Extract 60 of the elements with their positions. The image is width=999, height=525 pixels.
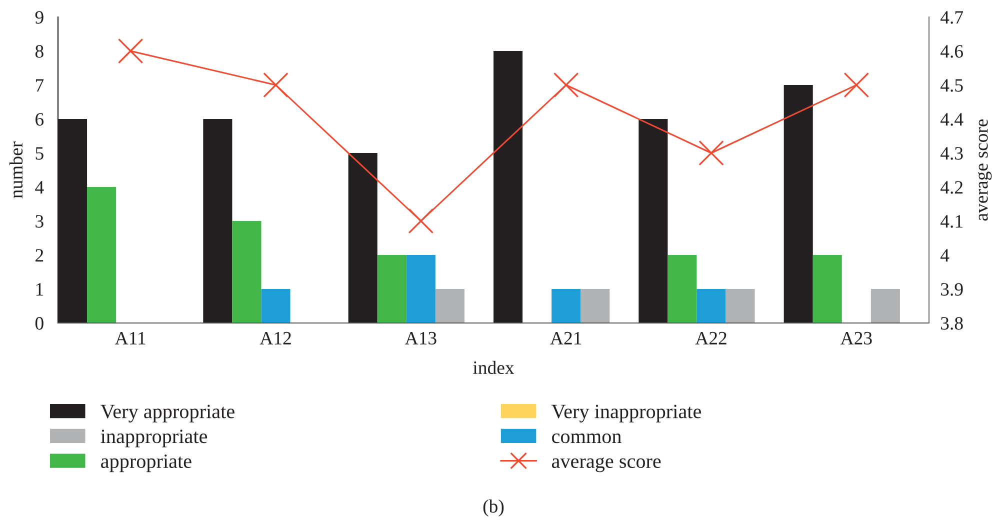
point <box>118 38 144 64</box>
x-tick-label: A13 <box>404 332 436 345</box>
y-tick-label: 4 <box>35 181 44 194</box>
y2-tick-label: 4 <box>940 249 950 262</box>
x-tick-label: A22 <box>695 332 726 344</box>
bar <box>435 289 464 323</box>
bar <box>668 255 697 323</box>
point <box>553 72 579 98</box>
bar <box>203 119 232 323</box>
bar <box>232 221 262 323</box>
x-axis-title: index <box>473 360 514 374</box>
bar <box>812 255 842 323</box>
y2-tick-label: 3.8 <box>941 317 963 330</box>
y2-tick-label: 4.7 <box>940 11 964 24</box>
x-tick-label: A12 <box>260 332 291 344</box>
legend-label: inappropriate <box>100 430 208 448</box>
bar <box>784 85 813 323</box>
legend-label: appropriate <box>101 454 192 472</box>
y2-tick-label: 4.3 <box>940 147 963 160</box>
point <box>408 208 434 234</box>
legend-label: common <box>552 433 622 444</box>
bar <box>377 255 406 323</box>
bar <box>348 153 378 323</box>
y-tick-label: 0 <box>35 317 44 330</box>
legend-label: Very inappropriate <box>552 404 701 422</box>
bar <box>552 289 581 323</box>
y-tick-label: 7 <box>36 79 44 92</box>
x-tick-label: A21 <box>550 332 582 344</box>
y-tick-label: 6 <box>36 113 44 126</box>
legend-label: average score <box>552 457 661 472</box>
bar <box>87 187 116 323</box>
bar <box>638 119 668 323</box>
y2-tick-label: 4.4 <box>940 113 964 126</box>
y2-tick-label: 4.5 <box>940 79 963 92</box>
bar <box>726 289 755 323</box>
y-tick-label: 8 <box>35 45 44 58</box>
legend-label: Very appropriate <box>100 404 234 422</box>
y2-tick-label: 4.1 <box>940 215 962 228</box>
y2-axis-title: average score <box>978 119 992 221</box>
y-tick-label: 3 <box>36 215 44 228</box>
y-tick-label: 9 <box>35 11 44 24</box>
y-axis-title: number <box>9 142 23 198</box>
text: (b) <box>483 500 504 516</box>
point <box>844 72 870 98</box>
point <box>263 72 288 98</box>
point <box>698 140 724 166</box>
y2-tick-label: 4.2 <box>940 181 963 194</box>
x-tick-label: A11 <box>114 332 146 344</box>
bar <box>406 255 436 323</box>
bar <box>494 51 523 323</box>
y2-tick-label: 3.9 <box>941 283 963 296</box>
bar <box>261 289 290 323</box>
y2-tick-label: 4.6 <box>940 45 963 58</box>
y-tick-label: 2 <box>36 249 44 262</box>
bar <box>870 289 900 323</box>
bar <box>696 289 726 323</box>
x-tick-label: A23 <box>840 332 872 345</box>
y-tick-label: 5 <box>36 147 44 160</box>
bar <box>580 289 610 323</box>
y-tick-label: 1 <box>36 283 43 296</box>
